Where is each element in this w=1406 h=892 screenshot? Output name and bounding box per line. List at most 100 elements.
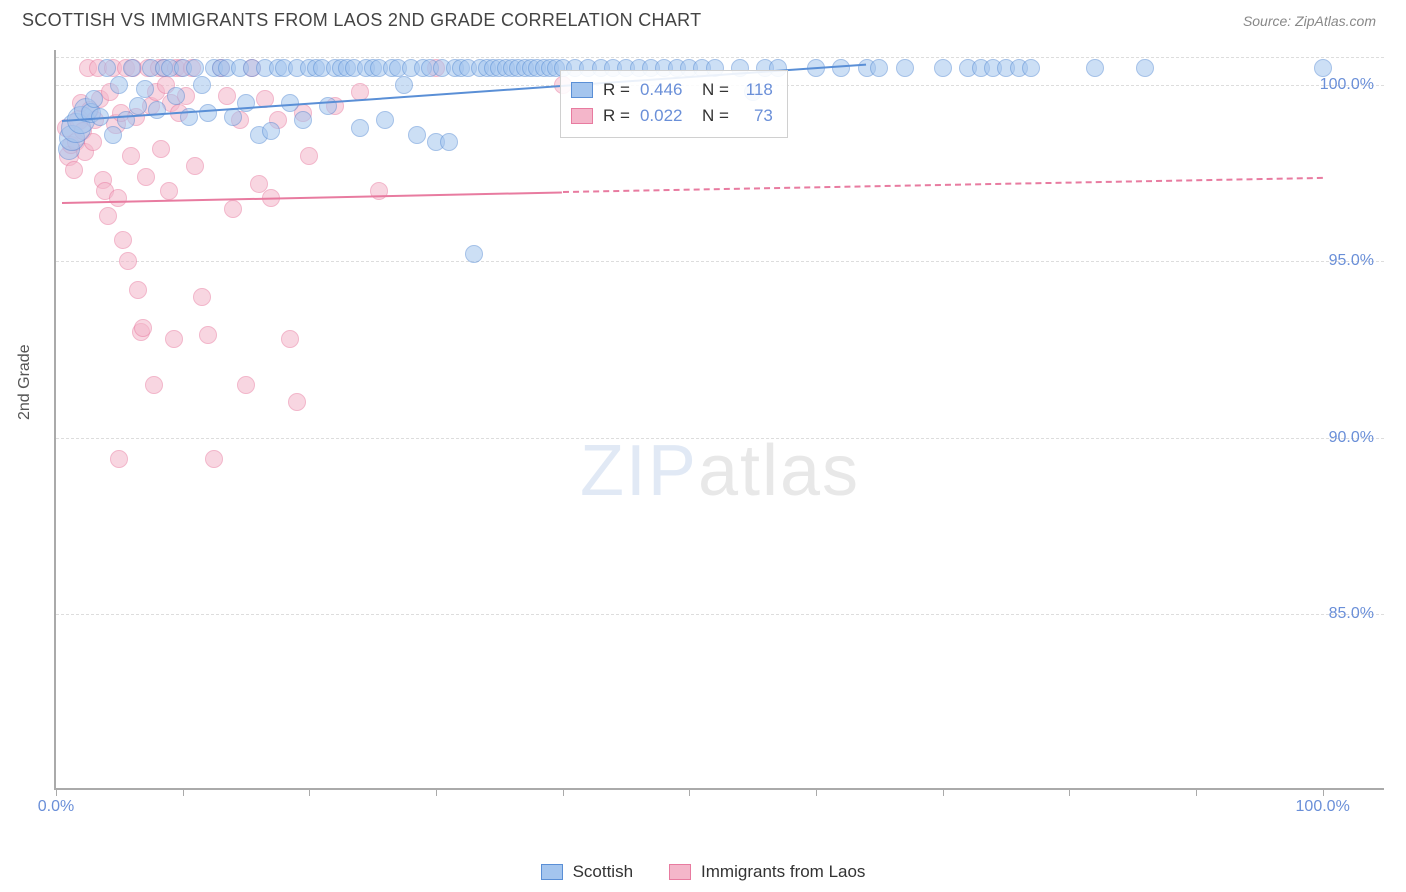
data-point xyxy=(134,319,152,337)
r-label: R = xyxy=(603,106,630,126)
data-point xyxy=(395,76,413,94)
data-point xyxy=(110,450,128,468)
data-point xyxy=(281,330,299,348)
x-tick xyxy=(1323,788,1324,796)
info-row: R = 0.022 N = 73 xyxy=(571,103,773,129)
data-point xyxy=(99,207,117,225)
x-tick xyxy=(943,788,944,796)
data-point xyxy=(193,76,211,94)
data-point xyxy=(148,101,166,119)
swatch-icon xyxy=(571,108,593,124)
gridline xyxy=(56,57,1384,58)
data-point xyxy=(160,182,178,200)
data-point xyxy=(262,122,280,140)
gridline xyxy=(56,261,1384,262)
data-point xyxy=(237,376,255,394)
data-point xyxy=(218,87,236,105)
y-tick-label: 100.0% xyxy=(1320,76,1374,94)
r-value: 0.446 xyxy=(640,80,692,100)
data-point xyxy=(122,147,140,165)
data-point xyxy=(65,161,83,179)
data-point xyxy=(224,200,242,218)
data-point xyxy=(288,393,306,411)
legend-swatch-icon xyxy=(669,864,691,880)
data-point xyxy=(123,59,141,77)
r-value: 0.022 xyxy=(640,106,692,126)
x-tick xyxy=(689,788,690,796)
x-tick xyxy=(1196,788,1197,796)
data-point xyxy=(114,231,132,249)
legend-label: Immigrants from Laos xyxy=(701,862,865,882)
data-point xyxy=(152,140,170,158)
x-tick xyxy=(1069,788,1070,796)
chart-title: SCOTTISH VS IMMIGRANTS FROM LAOS 2ND GRA… xyxy=(22,10,701,31)
data-point xyxy=(408,126,426,144)
watermark: ZIPatlas xyxy=(580,430,860,512)
data-point xyxy=(98,59,116,77)
source-label: Source: ZipAtlas.com xyxy=(1243,13,1376,29)
data-point xyxy=(186,59,204,77)
x-tick xyxy=(436,788,437,796)
y-tick-label: 90.0% xyxy=(1329,429,1374,447)
data-point xyxy=(1086,59,1104,77)
data-point xyxy=(351,119,369,137)
data-point xyxy=(104,126,122,144)
data-point xyxy=(294,111,312,129)
legend-item-laos: Immigrants from Laos xyxy=(669,862,865,882)
x-tick xyxy=(56,788,57,796)
data-point xyxy=(934,59,952,77)
gridline xyxy=(56,438,1384,439)
chart-header: SCOTTISH VS IMMIGRANTS FROM LAOS 2ND GRA… xyxy=(0,0,1406,39)
y-axis-label: 2nd Grade xyxy=(16,344,34,420)
data-point xyxy=(300,147,318,165)
data-point xyxy=(205,450,223,468)
data-point xyxy=(199,326,217,344)
y-tick-label: 95.0% xyxy=(1329,252,1374,270)
data-point xyxy=(186,157,204,175)
data-point xyxy=(224,108,242,126)
correlation-info-box: R = 0.446 N = 118 R = 0.022 N = 73 xyxy=(560,70,788,138)
data-point xyxy=(165,330,183,348)
data-point xyxy=(896,59,914,77)
data-point xyxy=(376,111,394,129)
n-label: N = xyxy=(702,80,729,100)
n-value: 73 xyxy=(739,106,773,126)
info-row: R = 0.446 N = 118 xyxy=(571,77,773,103)
trend-line xyxy=(563,177,1323,193)
data-point xyxy=(137,168,155,186)
n-value: 118 xyxy=(739,80,773,100)
x-tick xyxy=(563,788,564,796)
data-point xyxy=(129,97,147,115)
x-tick-label: 100.0% xyxy=(1296,798,1350,816)
data-point xyxy=(193,288,211,306)
data-point xyxy=(109,189,127,207)
data-point xyxy=(465,245,483,263)
data-point xyxy=(1022,59,1040,77)
data-point xyxy=(1136,59,1154,77)
legend-item-scottish: Scottish xyxy=(541,862,633,882)
data-point xyxy=(199,104,217,122)
legend: Scottish Immigrants from Laos xyxy=(0,862,1406,882)
x-tick xyxy=(183,788,184,796)
r-label: R = xyxy=(603,80,630,100)
gridline xyxy=(56,614,1384,615)
scatter-plot: ZIPatlas 85.0%90.0%95.0%100.0%0.0%100.0% xyxy=(54,50,1384,790)
data-point xyxy=(1314,59,1332,77)
y-tick-label: 85.0% xyxy=(1329,605,1374,623)
x-tick xyxy=(816,788,817,796)
x-tick-label: 0.0% xyxy=(38,798,74,816)
trend-line xyxy=(62,191,562,204)
data-point xyxy=(167,87,185,105)
swatch-icon xyxy=(571,82,593,98)
data-point xyxy=(870,59,888,77)
x-tick xyxy=(309,788,310,796)
data-point xyxy=(85,90,103,108)
data-point xyxy=(119,252,137,270)
data-point xyxy=(440,133,458,151)
data-point xyxy=(145,376,163,394)
n-label: N = xyxy=(702,106,729,126)
legend-label: Scottish xyxy=(573,862,633,882)
legend-swatch-icon xyxy=(541,864,563,880)
data-point xyxy=(129,281,147,299)
data-point xyxy=(110,76,128,94)
